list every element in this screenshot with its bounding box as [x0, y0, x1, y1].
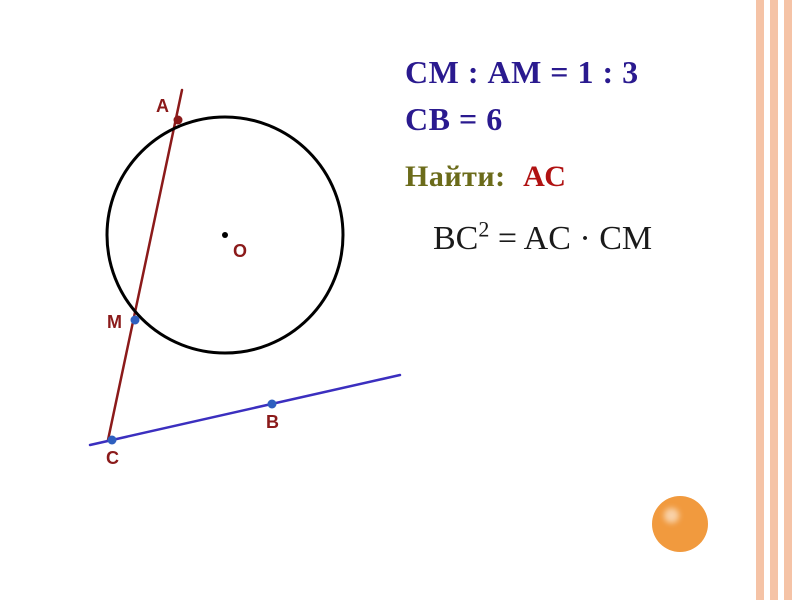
accent-circle-icon [652, 496, 708, 552]
edge-stripe-3 [770, 0, 778, 600]
svg-text:A: A [156, 96, 169, 116]
formula-cm: CM [599, 220, 652, 257]
find-line: Найти: АС [405, 160, 755, 194]
problem-text: СМ : АМ = 1 : 3 СВ = 6 Найти: АС BC2 = A… [405, 54, 755, 258]
formula-eq: = AC [489, 220, 571, 257]
svg-text:M: M [107, 312, 122, 332]
edge-stripe-1 [756, 0, 764, 600]
formula-dot: · [571, 220, 599, 257]
given-line-2: СВ = 6 [405, 101, 755, 138]
slide: AMBCO СМ : АМ = 1 : 3 СВ = 6 Найти: АС B… [0, 0, 800, 600]
svg-text:O: O [233, 241, 247, 261]
find-label: Найти: [405, 160, 506, 193]
power-of-point-formula: BC2 = AC · CM [433, 220, 755, 258]
find-value: АС [523, 160, 567, 193]
svg-text:C: C [106, 448, 119, 465]
formula-exp: 2 [478, 217, 489, 242]
geometry-diagram: A M B C O [45, 55, 405, 465]
given-line-1: СМ : АМ = 1 : 3 [405, 54, 755, 91]
svg-text:B: B [266, 412, 279, 432]
formula-bc: BC [433, 220, 478, 257]
edge-stripe-5 [784, 0, 792, 600]
